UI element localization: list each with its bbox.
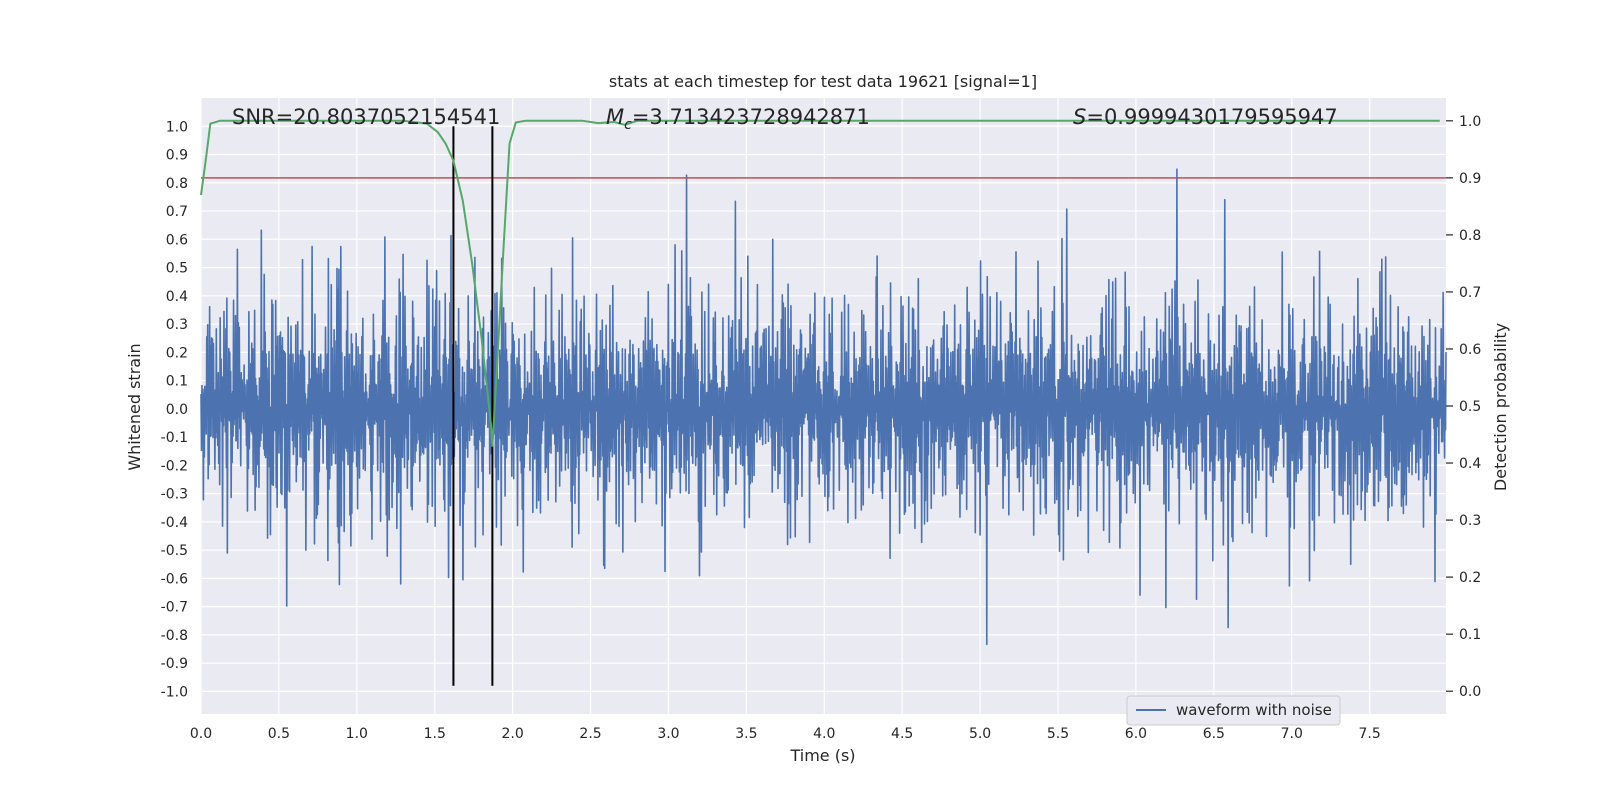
s-annotation: S=0.9999430179595947 — [1073, 105, 1338, 129]
x-tick-label: 2.5 — [579, 726, 601, 742]
x-tick-label: 1.5 — [424, 726, 446, 742]
x-tick-label: 7.0 — [1281, 726, 1303, 742]
y2-tick-label: 0.6 — [1459, 342, 1481, 358]
y-tick-label: -0.3 — [161, 487, 188, 503]
detection-probability-line — [200, 119, 1440, 447]
y-tick-label: 0.6 — [166, 232, 188, 248]
x-tick-label: 1.0 — [346, 726, 368, 742]
y2-tick-label: 0.2 — [1459, 570, 1481, 586]
y2-tick-label: 0.0 — [1459, 684, 1481, 700]
s-value: =0.9999430179595947 — [1086, 105, 1337, 129]
y2-tick-label: 0.8 — [1459, 228, 1481, 244]
x-tick-label: 0.5 — [268, 726, 290, 742]
y-tick-label: -0.8 — [161, 628, 188, 644]
snr-annotation: SNR=20.8037052154541 — [232, 105, 500, 129]
y2-axis-label: Detection probability — [1491, 323, 1510, 491]
x-tick-label: 3.5 — [735, 726, 757, 742]
signal-window — [452, 126, 494, 686]
x-tick-label: 2.0 — [502, 726, 524, 742]
y-tick-label: -0.4 — [161, 515, 188, 531]
x-tick-label: 3.0 — [657, 726, 679, 742]
y-tick-label: 0.7 — [166, 204, 188, 220]
tick-labels: 0.0 0.5 1.0 1.5 2.0 2.5 3.0 3.5 4.0 4.5 5.0 5.5 6.0 6… — [161, 114, 1482, 742]
x-tick-label: 4.5 — [891, 726, 913, 742]
y2-tick-label: 0.3 — [1459, 513, 1481, 529]
y-tick-label: -0.9 — [161, 656, 188, 672]
y-tick-label: 0.8 — [166, 176, 188, 192]
x-tick-label: 6.0 — [1125, 726, 1147, 742]
s-symbol: S — [1073, 105, 1086, 129]
y-tick-label: -0.1 — [161, 430, 188, 446]
x-tick-label: 5.0 — [969, 726, 991, 742]
y-tick-label: -0.5 — [161, 543, 188, 559]
y-tick-label: -0.2 — [161, 458, 188, 474]
y2-tick-label: 0.1 — [1459, 627, 1481, 643]
legend-box — [1126, 695, 1341, 726]
y-tick-label: 0.9 — [166, 148, 188, 164]
waveform-trace — [200, 168, 1447, 646]
y-tick-label: 0.2 — [166, 345, 188, 361]
y-tick-label: 0.3 — [166, 317, 188, 333]
legend: waveform with noise — [1126, 695, 1341, 726]
y-tick-label: -1.0 — [161, 684, 188, 700]
y2-tick-label: 0.5 — [1459, 399, 1481, 415]
x-axis-label: Time (s) — [789, 746, 855, 765]
x-tick-label: 6.5 — [1203, 726, 1225, 742]
y-tick-label: 0.0 — [166, 402, 188, 418]
y-tick-label: 0.4 — [166, 289, 188, 305]
chirp-mass-annotation: Mc=3.713423728942871 — [606, 105, 870, 133]
detection-probability-series — [200, 119, 1440, 447]
y-tick-label: -0.7 — [161, 600, 188, 616]
waveform-series — [200, 168, 1447, 646]
x-tick-label: 4.0 — [813, 726, 835, 742]
y2-tick-label: 0.4 — [1459, 456, 1481, 472]
x-tick-label: 7.5 — [1359, 726, 1381, 742]
y2-tick-label: 0.7 — [1459, 285, 1481, 301]
x-tick-label: 0.0 — [190, 726, 212, 742]
chart-title: stats at each timestep for test data 196… — [609, 72, 1037, 91]
chirp-mass-subscript: c — [624, 117, 632, 133]
y2-tick-label: 1.0 — [1459, 114, 1481, 130]
y-tick-label: 0.5 — [166, 261, 188, 277]
y-axis-label: Whitened strain — [125, 343, 144, 470]
y-tick-label: -0.6 — [161, 571, 188, 587]
x-tick-label: 5.5 — [1047, 726, 1069, 742]
y-tick-label: 0.1 — [166, 374, 188, 390]
y2-tick-label: 0.9 — [1459, 171, 1481, 187]
chirp-mass-symbol: M — [606, 105, 624, 129]
legend-label: waveform with noise — [1176, 701, 1332, 719]
chirp-mass-value: =3.713423728942871 — [632, 105, 870, 129]
y-tick-label: 1.0 — [166, 119, 188, 135]
